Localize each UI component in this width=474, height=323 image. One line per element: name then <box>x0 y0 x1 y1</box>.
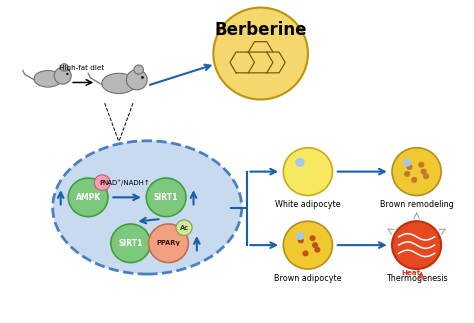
Circle shape <box>423 173 429 179</box>
Circle shape <box>411 177 417 183</box>
Circle shape <box>310 235 316 241</box>
Circle shape <box>149 224 188 263</box>
Circle shape <box>302 250 309 256</box>
Text: High-fat diet: High-fat diet <box>59 65 105 70</box>
Circle shape <box>392 221 441 269</box>
Circle shape <box>54 68 71 84</box>
Text: SIRT1: SIRT1 <box>154 193 178 202</box>
Text: Brown remodeling: Brown remodeling <box>380 200 454 209</box>
Text: AMPK: AMPK <box>75 193 101 202</box>
Circle shape <box>312 242 318 248</box>
Text: Thermogenesis: Thermogenesis <box>386 274 447 283</box>
Circle shape <box>68 178 108 217</box>
Circle shape <box>283 221 332 269</box>
Text: Berberine: Berberine <box>214 21 307 39</box>
Text: PPARγ: PPARγ <box>156 240 181 246</box>
Circle shape <box>134 65 144 74</box>
Circle shape <box>283 148 332 195</box>
Text: Ac: Ac <box>180 225 189 231</box>
Circle shape <box>295 158 305 167</box>
Text: White adipocyte: White adipocyte <box>275 200 341 209</box>
Circle shape <box>146 178 186 217</box>
Text: P: P <box>100 180 105 186</box>
Text: SIRT1: SIRT1 <box>118 239 143 248</box>
Circle shape <box>111 224 151 263</box>
Circle shape <box>420 169 427 175</box>
Circle shape <box>60 64 68 71</box>
Circle shape <box>392 148 441 195</box>
Circle shape <box>213 7 308 99</box>
Circle shape <box>404 171 410 177</box>
Circle shape <box>127 70 147 90</box>
Ellipse shape <box>34 70 62 87</box>
Circle shape <box>176 220 192 235</box>
Circle shape <box>314 247 320 253</box>
Circle shape <box>298 237 304 244</box>
Ellipse shape <box>53 141 242 274</box>
Circle shape <box>418 162 424 168</box>
Circle shape <box>406 164 412 170</box>
Circle shape <box>403 158 411 167</box>
Circle shape <box>94 175 110 191</box>
Text: Heat: Heat <box>401 270 420 276</box>
Text: Brown adipocyte: Brown adipocyte <box>274 274 342 283</box>
Circle shape <box>66 73 69 75</box>
Circle shape <box>141 76 144 79</box>
Ellipse shape <box>102 73 136 93</box>
Text: NAD⁺/NADH↑: NAD⁺/NADH↑ <box>102 179 150 186</box>
Circle shape <box>296 232 304 240</box>
